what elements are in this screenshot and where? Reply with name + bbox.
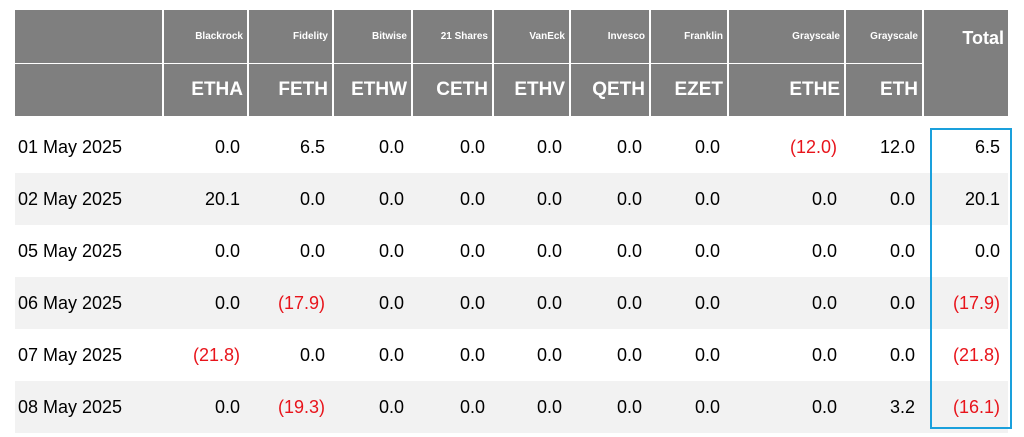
- value-cell: 0.0: [163, 116, 248, 173]
- total-header: Total: [922, 10, 1008, 119]
- value-cell: 0.0: [570, 116, 650, 173]
- value-cell: 0.0: [412, 277, 493, 329]
- ticker-header: EZET: [649, 63, 728, 119]
- value-cell: 20.1: [923, 173, 1008, 225]
- value-cell: 0.0: [728, 277, 845, 329]
- value-cell: 0.0: [333, 277, 412, 329]
- value-cell: 0.0: [694, 240, 720, 261]
- value-cell: 0.0: [811, 344, 837, 365]
- value-cell: 0.0: [299, 344, 325, 365]
- issuer-header: 21 Shares: [411, 10, 493, 64]
- value-cell: (21.8): [952, 344, 1000, 365]
- header-blank: [15, 10, 163, 64]
- data-row: 02 May 2025 20.1 0.0 0.0 0.0 0.0 0.0 0.0 0.0 0.0 2…: [15, 173, 1008, 225]
- value-cell: 0.0: [650, 116, 728, 173]
- value-cell: 0.0: [570, 173, 650, 225]
- value-cell: 0.0: [811, 240, 837, 261]
- value-cell: 0.0: [845, 277, 923, 329]
- value-cell: 0.0: [299, 240, 325, 261]
- value-cell: 0.0: [412, 173, 493, 225]
- issuer-header: VanEck: [492, 10, 570, 64]
- value-cell: 0.0: [163, 277, 248, 329]
- data-row: 08 May 2025 0.0 (19.3) 0.0 0.0 0.0 0.0 0.0 0.0 3.…: [15, 381, 1008, 433]
- value-cell: 0.0: [616, 344, 642, 365]
- value-cell: 0.0: [493, 116, 570, 173]
- value-cell: 0.0: [412, 381, 493, 433]
- value-cell: (17.9): [248, 277, 333, 329]
- issuer-header: Franklin: [649, 10, 728, 64]
- value-cell: 3.2: [845, 381, 923, 433]
- value-cell: 0.0: [650, 277, 728, 329]
- ticker-header: QETH: [569, 63, 650, 119]
- issuer-row: Blackrock Fidelity Bitwise 21 Shares VanEck I…: [15, 10, 1008, 119]
- value-cell: (21.8): [192, 344, 240, 365]
- ticker-header: ETHA: [162, 63, 248, 119]
- ticker-row: ETHA FETH ETHW CETH ETHV QETH EZET ETHE ETH: [15, 63, 1008, 119]
- issuer-header: Bitwise: [332, 10, 412, 64]
- value-cell: 6.5: [248, 116, 333, 173]
- value-cell: 0.0: [248, 173, 333, 225]
- value-cell: 0.0: [493, 173, 570, 225]
- value-cell: 0.0: [974, 240, 1000, 261]
- ticker-header: ETH: [844, 63, 923, 119]
- value-cell: 0.0: [493, 381, 570, 433]
- value-cell: 0.0: [694, 344, 720, 365]
- value-cell: 0.0: [536, 240, 562, 261]
- issuer-header: Grayscale: [844, 10, 923, 64]
- value-cell: 0.0: [333, 116, 412, 173]
- value-cell: 0.0: [650, 381, 728, 433]
- issuer-header: Grayscale: [727, 10, 845, 64]
- ticker-header: ETHE: [727, 63, 845, 119]
- value-cell: 0.0: [728, 381, 845, 433]
- value-cell: (16.1): [923, 381, 1008, 433]
- date-cell: 05 May 2025: [18, 240, 123, 261]
- ticker-header: ETHW: [332, 63, 412, 119]
- date-cell: 07 May 2025: [18, 344, 123, 365]
- date-cell: 01 May 2025: [15, 116, 163, 173]
- value-cell: 0.0: [412, 116, 493, 173]
- value-cell: 0.0: [163, 381, 248, 433]
- value-cell: 0.0: [845, 173, 923, 225]
- value-cell: (17.9): [923, 277, 1008, 329]
- header-blank: [15, 63, 163, 119]
- data-row: 06 May 2025 0.0 (17.9) 0.0 0.0 0.0 0.0 0.0 0.0 0.…: [15, 277, 1008, 329]
- value-cell: (12.0): [728, 116, 845, 173]
- value-cell: 0.0: [889, 344, 915, 365]
- value-cell: 0.0: [536, 344, 562, 365]
- value-cell: (19.3): [248, 381, 333, 433]
- value-cell: 0.0: [570, 381, 650, 433]
- value-cell: 0.0: [459, 344, 485, 365]
- value-cell: 0.0: [728, 173, 845, 225]
- value-cell: 0.0: [616, 240, 642, 261]
- data-row: 05 May 2025 0.0 0.0 0.0 0.0 0.0 0.0 0.0 0.0 0.0 0.…: [15, 225, 1008, 277]
- data-row: 01 May 2025 0.0 6.5 0.0 0.0 0.0 0.0 0.0 (12.0) 12…: [15, 116, 1008, 173]
- ticker-header: ETHV: [492, 63, 570, 119]
- date-cell: 08 May 2025: [15, 381, 163, 433]
- table-body: 01 May 2025 0.0 6.5 0.0 0.0 0.0 0.0 0.0 (12.0) 12…: [15, 116, 1008, 433]
- data-row: 07 May 2025 (21.8) 0.0 0.0 0.0 0.0 0.0 0.0 0.0 0.…: [15, 329, 1008, 381]
- value-cell: 0.0: [493, 277, 570, 329]
- value-cell: 12.0: [845, 116, 923, 173]
- value-cell: 0.0: [214, 240, 240, 261]
- value-cell: 0.0: [650, 173, 728, 225]
- ticker-header: CETH: [411, 63, 493, 119]
- ticker-header: FETH: [247, 63, 333, 119]
- value-cell: 0.0: [333, 173, 412, 225]
- date-cell: 06 May 2025: [15, 277, 163, 329]
- issuer-header: Fidelity: [247, 10, 333, 64]
- value-cell: 0.0: [333, 381, 412, 433]
- value-cell: 20.1: [163, 173, 248, 225]
- issuer-header: Invesco: [569, 10, 650, 64]
- value-cell: 0.0: [570, 277, 650, 329]
- flows-table: Blackrock Fidelity Bitwise 21 Shares VanEck I…: [15, 10, 1008, 433]
- value-cell: 0.0: [459, 240, 485, 261]
- date-cell: 02 May 2025: [15, 173, 163, 225]
- issuer-header: Blackrock: [162, 10, 248, 64]
- value-cell: 0.0: [378, 240, 404, 261]
- value-cell: 0.0: [889, 240, 915, 261]
- value-cell: 0.0: [378, 344, 404, 365]
- value-cell: 6.5: [923, 116, 1008, 173]
- total-highlight: [930, 128, 1012, 429]
